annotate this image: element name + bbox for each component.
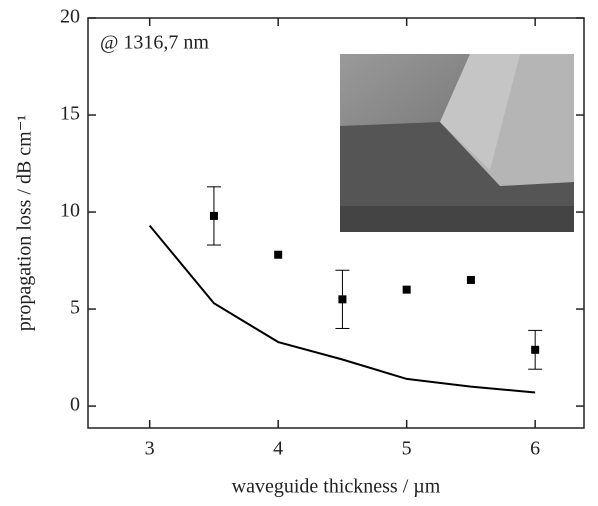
data-point [338, 295, 347, 304]
data-point [209, 211, 218, 220]
inset-image [340, 54, 574, 232]
x-tick-label: 3 [145, 438, 155, 460]
model-line [148, 224, 536, 394]
data-point [402, 285, 411, 294]
y-axis-label: propagation loss / dB cm⁻¹ [14, 115, 36, 332]
x-axis-label: waveguide thickness / µm [232, 476, 441, 498]
x-tick-label: 5 [402, 438, 412, 460]
x-tick-label: 6 [530, 438, 540, 460]
annotation: @ 1316,7 nm [100, 32, 209, 54]
data-point [274, 250, 283, 259]
y-tick-label: 20 [60, 6, 80, 28]
plot-frame [87, 17, 585, 429]
x-tick-label: 4 [273, 438, 283, 460]
y-tick-label: 0 [70, 394, 80, 416]
y-tick-label: 10 [60, 200, 80, 222]
y-tick-label: 15 [60, 103, 80, 125]
data-point [531, 345, 540, 354]
data-point [466, 275, 475, 284]
y-tick-label: 5 [70, 297, 80, 319]
